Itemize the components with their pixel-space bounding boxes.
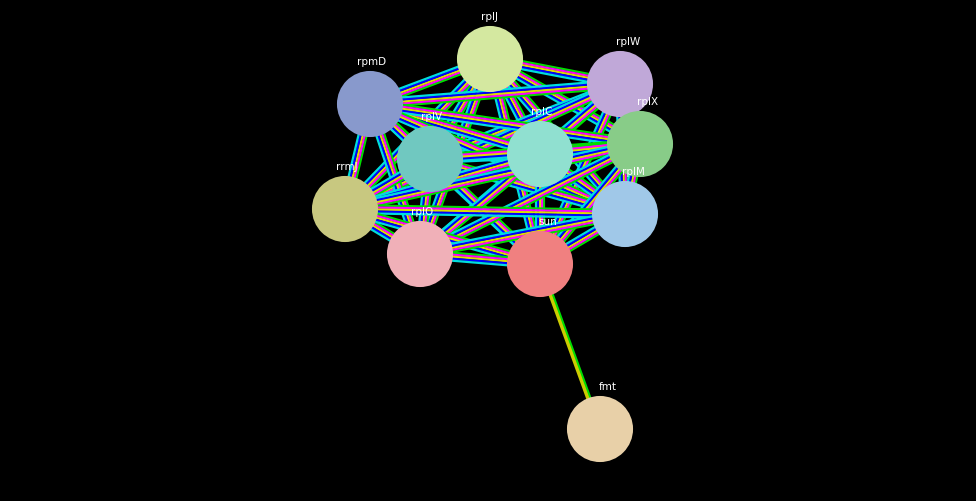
- Text: fmt: fmt: [599, 381, 617, 391]
- Text: rplX: rplX: [637, 97, 659, 107]
- Text: sun: sun: [539, 216, 557, 226]
- Text: rplM: rplM: [622, 167, 644, 177]
- Circle shape: [593, 183, 657, 246]
- Circle shape: [588, 53, 652, 117]
- Text: rplV: rplV: [422, 112, 442, 122]
- Circle shape: [313, 178, 377, 241]
- Circle shape: [508, 123, 572, 187]
- Text: rrmJ: rrmJ: [336, 162, 358, 172]
- Circle shape: [568, 397, 632, 461]
- Circle shape: [458, 28, 522, 92]
- Circle shape: [398, 128, 462, 191]
- Text: rplC: rplC: [531, 107, 552, 117]
- Circle shape: [508, 232, 572, 297]
- Text: rplJ: rplJ: [481, 12, 499, 22]
- Circle shape: [338, 73, 402, 137]
- Text: rplW: rplW: [616, 37, 640, 47]
- Text: rpmD: rpmD: [357, 57, 386, 67]
- Text: rplO: rplO: [411, 206, 433, 216]
- Circle shape: [388, 222, 452, 287]
- Circle shape: [608, 113, 672, 177]
